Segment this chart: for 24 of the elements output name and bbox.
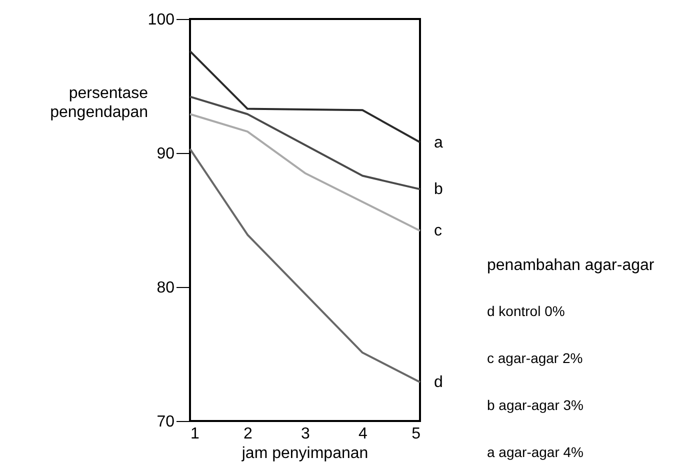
line-series <box>189 50 421 144</box>
x-tick-label: 5 <box>412 426 421 442</box>
y-tick-label: 100 <box>148 12 175 28</box>
y-tick-label: 90 <box>156 146 175 162</box>
series-label: b <box>434 181 443 198</box>
series-label: a <box>434 134 443 152</box>
text: d kontrol 0% <box>487 303 565 319</box>
series-label: d <box>434 374 443 392</box>
y-tick-label: 80 <box>156 280 175 296</box>
legend-title: penambahan agar-agar <box>487 257 655 274</box>
line-series <box>189 148 421 384</box>
x-tick-label: 3 <box>301 426 310 442</box>
line-series <box>189 113 421 232</box>
y-axis-title: persentase pengendapan <box>50 85 148 121</box>
x-tick-label: 2 <box>244 426 253 442</box>
text: b agar-agar 3% <box>487 397 584 413</box>
text: c agar-agar 2% <box>487 350 583 366</box>
text: a agar-agar 4% <box>487 444 584 460</box>
x-axis-title: jam penyimpanan <box>240 445 368 462</box>
y-tick-label: 70 <box>156 414 175 430</box>
line-series <box>189 96 421 190</box>
series-label: c <box>434 222 442 240</box>
x-tick-label: 1 <box>190 426 200 442</box>
x-tick-label: 4 <box>358 426 368 442</box>
